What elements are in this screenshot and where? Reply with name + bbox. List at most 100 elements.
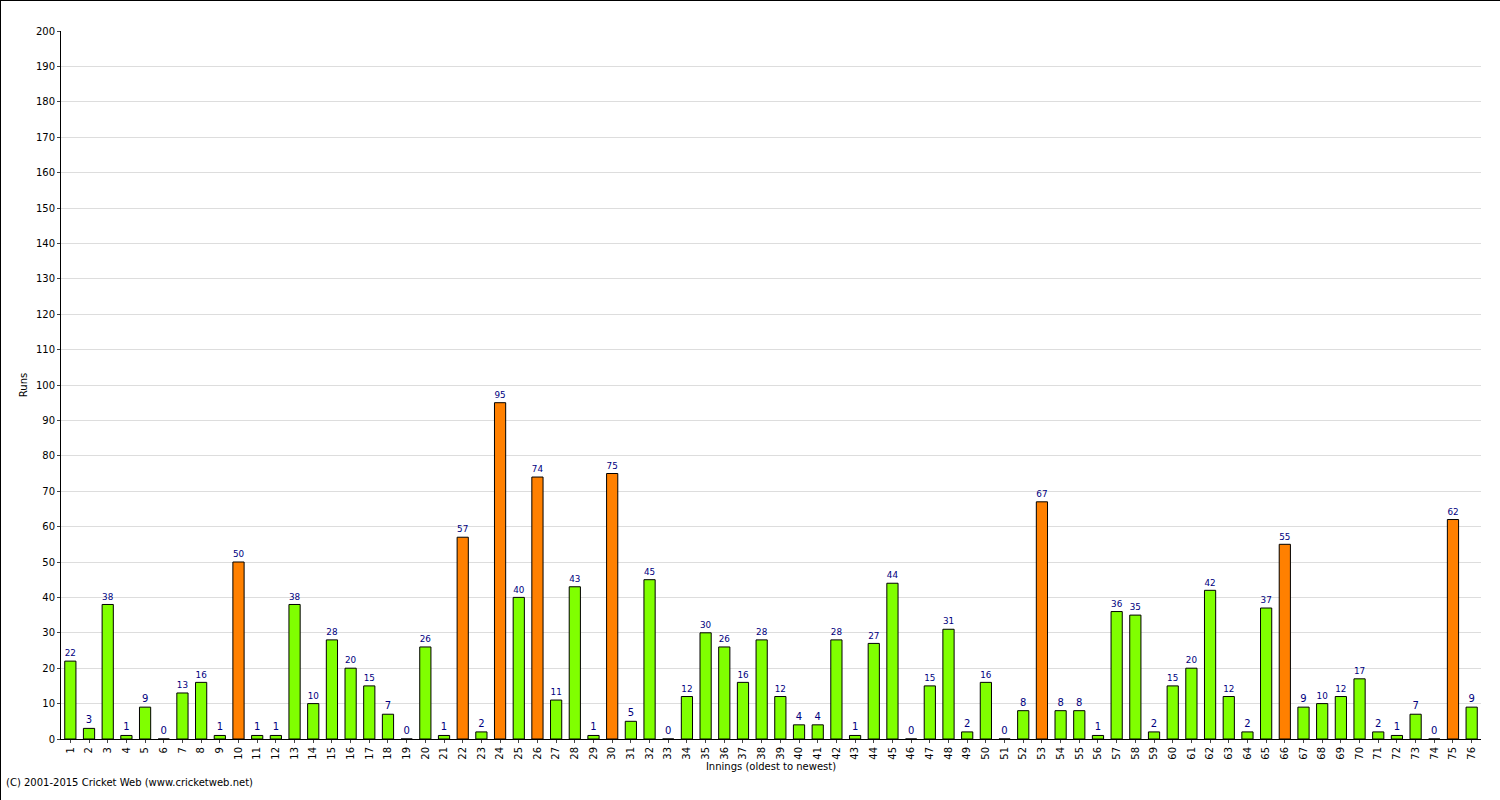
svg-text:28: 28 [756, 627, 767, 637]
svg-text:22: 22 [457, 747, 468, 760]
svg-text:67: 67 [1298, 747, 1309, 760]
svg-text:0: 0 [908, 725, 914, 736]
svg-text:38: 38 [289, 592, 300, 602]
svg-text:24: 24 [494, 747, 505, 760]
svg-text:45: 45 [644, 567, 655, 577]
svg-text:2: 2 [1244, 718, 1250, 729]
svg-text:35: 35 [700, 747, 711, 760]
svg-text:41: 41 [812, 747, 823, 760]
svg-text:10: 10 [42, 698, 55, 709]
svg-text:0: 0 [49, 734, 55, 745]
svg-text:74: 74 [1429, 747, 1440, 760]
svg-text:2: 2 [478, 718, 484, 729]
svg-text:31: 31 [625, 747, 636, 760]
svg-text:38: 38 [756, 747, 767, 760]
svg-text:80: 80 [42, 450, 55, 461]
svg-text:54: 54 [1055, 747, 1066, 760]
svg-text:1: 1 [123, 721, 129, 732]
svg-text:12: 12 [270, 747, 281, 760]
svg-text:2: 2 [83, 747, 94, 753]
svg-text:95: 95 [494, 390, 505, 400]
svg-text:28: 28 [569, 747, 580, 760]
svg-text:170: 170 [36, 132, 55, 143]
svg-text:20: 20 [345, 655, 357, 665]
svg-text:10: 10 [308, 691, 320, 701]
svg-text:1: 1 [590, 721, 596, 732]
svg-text:16: 16 [980, 670, 992, 680]
svg-text:90: 90 [42, 415, 55, 426]
svg-text:9: 9 [142, 693, 148, 704]
svg-text:67: 67 [1036, 489, 1047, 499]
svg-text:1: 1 [1394, 721, 1400, 732]
svg-text:34: 34 [681, 747, 692, 760]
svg-text:9: 9 [1300, 693, 1306, 704]
svg-text:6: 6 [158, 747, 169, 753]
svg-text:47: 47 [924, 747, 935, 760]
svg-text:61: 61 [1186, 747, 1197, 760]
svg-text:1: 1 [65, 747, 76, 753]
svg-text:22: 22 [65, 648, 76, 658]
svg-text:0: 0 [403, 725, 409, 736]
svg-text:11: 11 [551, 687, 562, 697]
svg-text:23: 23 [476, 747, 487, 760]
svg-text:70: 70 [1354, 747, 1365, 760]
svg-text:7: 7 [1412, 700, 1418, 711]
svg-text:55: 55 [1074, 747, 1085, 760]
svg-text:25: 25 [513, 747, 524, 760]
svg-text:43: 43 [849, 747, 860, 760]
svg-text:76: 76 [1466, 747, 1477, 760]
svg-text:17: 17 [364, 747, 375, 760]
svg-text:30: 30 [42, 627, 55, 638]
svg-text:120: 120 [36, 309, 55, 320]
svg-text:21: 21 [438, 747, 449, 760]
svg-text:32: 32 [644, 747, 655, 760]
svg-text:15: 15 [326, 747, 337, 760]
svg-text:7: 7 [177, 747, 188, 753]
svg-text:75: 75 [607, 461, 618, 471]
svg-text:66: 66 [1279, 747, 1290, 760]
svg-text:72: 72 [1391, 747, 1402, 760]
svg-text:71: 71 [1372, 747, 1383, 760]
svg-text:65: 65 [1260, 747, 1271, 760]
svg-text:69: 69 [1335, 747, 1346, 760]
svg-text:4: 4 [815, 711, 821, 722]
svg-text:50: 50 [42, 557, 55, 568]
svg-text:62: 62 [1204, 747, 1215, 760]
svg-text:15: 15 [924, 673, 935, 683]
svg-text:11: 11 [251, 747, 262, 760]
svg-text:57: 57 [1111, 747, 1122, 760]
svg-text:8: 8 [1020, 697, 1026, 708]
svg-text:5: 5 [628, 707, 634, 718]
svg-text:27: 27 [868, 631, 879, 641]
svg-text:49: 49 [961, 747, 972, 760]
svg-text:30: 30 [700, 620, 712, 630]
svg-text:18: 18 [382, 747, 393, 760]
svg-text:55: 55 [1279, 532, 1290, 542]
svg-text:44: 44 [887, 570, 899, 580]
svg-text:40: 40 [793, 747, 804, 760]
svg-text:43: 43 [569, 574, 580, 584]
svg-text:1: 1 [1095, 721, 1101, 732]
svg-text:9: 9 [214, 747, 225, 753]
svg-text:1: 1 [254, 721, 260, 732]
svg-text:3: 3 [102, 747, 113, 753]
svg-text:64: 64 [1242, 747, 1253, 760]
svg-text:2: 2 [1151, 718, 1157, 729]
svg-text:140: 140 [36, 238, 55, 249]
svg-text:4: 4 [121, 747, 132, 753]
svg-text:70: 70 [42, 486, 55, 497]
svg-text:2: 2 [964, 718, 970, 729]
svg-text:38: 38 [102, 592, 113, 602]
svg-text:14: 14 [307, 747, 318, 760]
svg-text:27: 27 [550, 747, 561, 760]
svg-text:13: 13 [177, 680, 188, 690]
svg-text:3: 3 [86, 714, 92, 725]
svg-text:190: 190 [36, 61, 55, 72]
svg-text:20: 20 [420, 747, 431, 760]
svg-text:36: 36 [1111, 599, 1123, 609]
svg-text:56: 56 [1092, 747, 1103, 760]
svg-text:15: 15 [364, 673, 375, 683]
svg-text:8: 8 [195, 747, 206, 753]
svg-text:12: 12 [681, 684, 692, 694]
svg-text:62: 62 [1447, 507, 1458, 517]
